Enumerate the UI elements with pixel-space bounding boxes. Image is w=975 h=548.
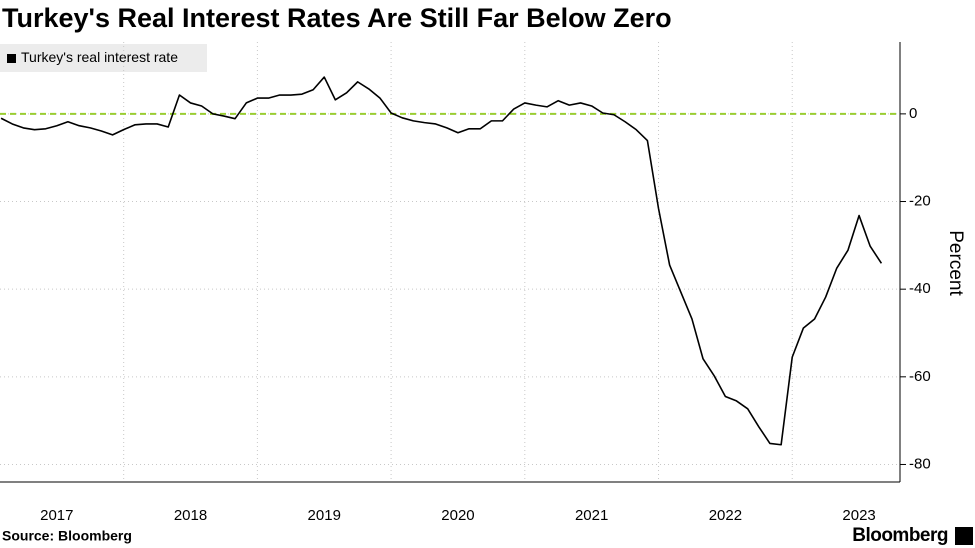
legend-swatch	[7, 54, 16, 63]
source: Source: Bloomberg	[2, 528, 132, 544]
x-tick-label: 2023	[842, 507, 875, 524]
legend-label: Turkey's real interest rate	[21, 49, 178, 65]
line	[0, 76, 883, 446]
x-tick-label: 2019	[308, 507, 341, 524]
brand: Bloomberg	[852, 525, 948, 546]
x-tick-label: 2018	[174, 507, 207, 524]
y-tick-label: -20	[909, 192, 931, 209]
y-axis-title: Percent	[945, 230, 966, 296]
x-tick-label: 2021	[575, 507, 608, 524]
y-tick-label: -60	[909, 368, 931, 385]
x-tick-label: 2017	[40, 507, 73, 524]
brand-icon	[955, 527, 973, 545]
y-tick-label: -80	[909, 455, 931, 472]
y-tick-label: 0	[909, 105, 917, 122]
chart-title: Turkey's Real Interest Rates Are Still F…	[2, 3, 672, 33]
legend: Turkey's real interest rate	[0, 44, 207, 72]
y-tick-label: -40	[909, 280, 931, 297]
x-tick-label: 2020	[441, 507, 474, 524]
legend-box	[0, 44, 207, 72]
x-tick-label: 2022	[709, 507, 742, 524]
